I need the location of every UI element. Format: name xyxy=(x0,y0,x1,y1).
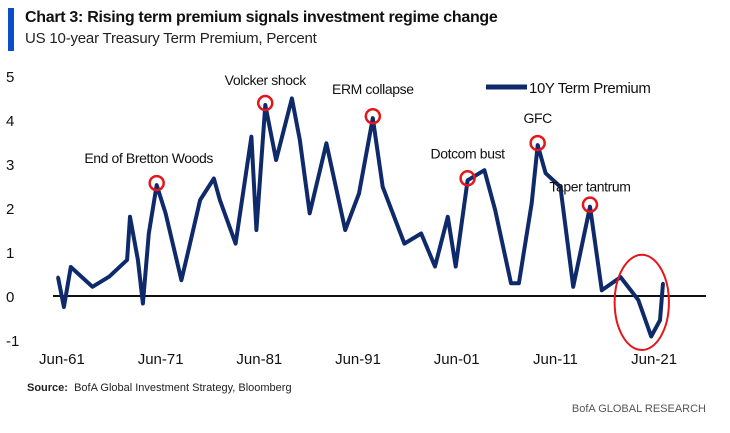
data-point xyxy=(298,138,302,142)
data-point xyxy=(649,334,653,338)
annotation-circle xyxy=(459,170,476,187)
data-point xyxy=(274,158,278,162)
data-point xyxy=(56,275,60,279)
data-point xyxy=(357,191,361,195)
title-accent-bar xyxy=(8,8,14,51)
data-point xyxy=(234,242,238,246)
data-point xyxy=(198,198,202,202)
data-point xyxy=(482,168,486,172)
source-note: Source: BofA Global Investment Strategy,… xyxy=(27,382,292,394)
data-point xyxy=(136,258,140,262)
data-point xyxy=(91,285,95,289)
data-point xyxy=(324,141,328,145)
source-text: BofA Global Investment Strategy, Bloombe… xyxy=(74,382,292,394)
data-point xyxy=(343,228,347,232)
data-point xyxy=(600,288,604,292)
annotation-label: Volcker shock xyxy=(225,72,308,88)
x-tick-label: Jun-21 xyxy=(631,351,677,368)
data-point xyxy=(433,265,437,269)
data-point xyxy=(493,208,497,212)
y-tick-label: 3 xyxy=(6,157,14,174)
data-point xyxy=(636,298,640,302)
y-tick-label: 0 xyxy=(6,289,14,306)
x-tick-label: Jun-81 xyxy=(236,351,282,368)
data-point xyxy=(402,242,406,246)
data-point xyxy=(125,258,129,262)
data-point xyxy=(164,211,168,215)
annotation-label: GFC xyxy=(523,110,552,126)
data-point xyxy=(517,281,521,285)
data-point xyxy=(571,285,575,289)
data-point xyxy=(290,96,294,100)
annotation-circle xyxy=(148,174,165,192)
data-point xyxy=(155,183,159,187)
data-point xyxy=(454,265,458,269)
x-tick-label: Jun-71 xyxy=(138,351,184,368)
y-tick-label: 2 xyxy=(6,201,14,218)
data-point xyxy=(536,143,540,147)
x-tick-label: Jun-11 xyxy=(533,351,578,368)
y-tick-label: -1 xyxy=(6,333,19,350)
highlight-ellipse xyxy=(613,253,670,351)
data-point xyxy=(371,116,375,120)
annotation-circle xyxy=(257,94,274,112)
data-point xyxy=(187,245,191,249)
x-tick-label: Jun-01 xyxy=(434,351,480,368)
y-tick-label: 4 xyxy=(6,113,14,130)
annotation-label: Dotcom bust xyxy=(430,145,505,161)
data-point xyxy=(658,318,662,322)
data-point xyxy=(419,232,423,236)
annotation-label: Taper tantrum xyxy=(549,179,630,195)
data-point xyxy=(212,177,216,181)
data-point xyxy=(466,178,470,182)
data-point xyxy=(249,135,253,139)
data-point xyxy=(218,198,222,202)
series-line-10y-term-premium xyxy=(56,96,665,339)
data-point xyxy=(509,281,513,285)
annotation-circle xyxy=(364,107,382,125)
data-point xyxy=(107,275,111,279)
y-tick-label: 1 xyxy=(6,245,14,262)
data-point xyxy=(530,201,534,205)
x-tick-label: Jun-91 xyxy=(335,351,381,368)
data-point xyxy=(661,281,665,285)
data-point xyxy=(69,265,73,269)
data-point xyxy=(558,185,562,189)
source-label: Source: xyxy=(27,382,68,394)
data-point xyxy=(381,185,385,189)
data-point xyxy=(308,211,312,215)
data-point xyxy=(254,228,258,232)
annotation-label: End of Bretton Woods xyxy=(84,150,213,166)
annotation-circle xyxy=(529,134,546,152)
data-point xyxy=(179,278,183,282)
footer-brand: BofA GLOBAL RESEARCH xyxy=(571,403,706,415)
data-point xyxy=(588,205,592,209)
data-point xyxy=(141,301,145,305)
chart-subtitle: US 10-year Treasury Term Premium, Percen… xyxy=(25,30,317,47)
data-point xyxy=(147,232,151,236)
y-tick-label: 5 xyxy=(6,69,14,86)
data-point xyxy=(128,215,132,219)
data-point xyxy=(446,215,450,219)
annotation-circle xyxy=(581,196,599,213)
data-point xyxy=(62,305,66,309)
x-tick-label: Jun-61 xyxy=(39,351,85,368)
legend-label: 10Y Term Premium xyxy=(529,80,650,97)
annotation-label: ERM collapse xyxy=(332,81,414,97)
data-point xyxy=(263,103,267,107)
data-point xyxy=(544,171,548,175)
chart-title: Chart 3: Rising term premium signals inv… xyxy=(25,9,498,26)
